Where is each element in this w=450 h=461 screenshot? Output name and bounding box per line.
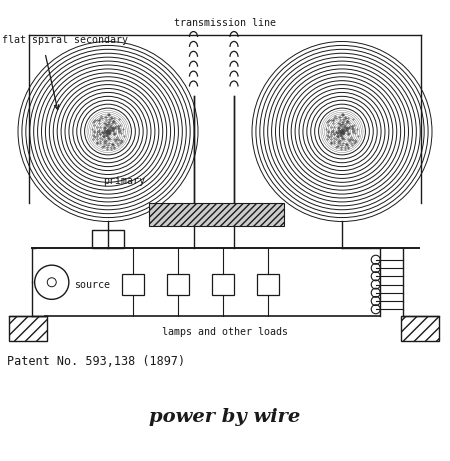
Bar [92, 230, 124, 248]
Bar [400, 316, 439, 341]
Text: power by wire: power by wire [149, 408, 301, 426]
Text: Patent No. 593,138 (1897): Patent No. 593,138 (1897) [7, 355, 185, 368]
Bar [9, 316, 47, 341]
Bar [257, 274, 279, 296]
Bar [167, 274, 189, 296]
Text: lamps and other loads: lamps and other loads [162, 327, 288, 337]
Text: transmission line: transmission line [174, 18, 276, 28]
Bar [212, 274, 234, 296]
Bar [148, 203, 284, 226]
Text: primary: primary [104, 176, 145, 185]
Text: flat spiral secondary: flat spiral secondary [2, 35, 128, 45]
Bar [122, 274, 144, 296]
Text: source: source [74, 279, 110, 290]
